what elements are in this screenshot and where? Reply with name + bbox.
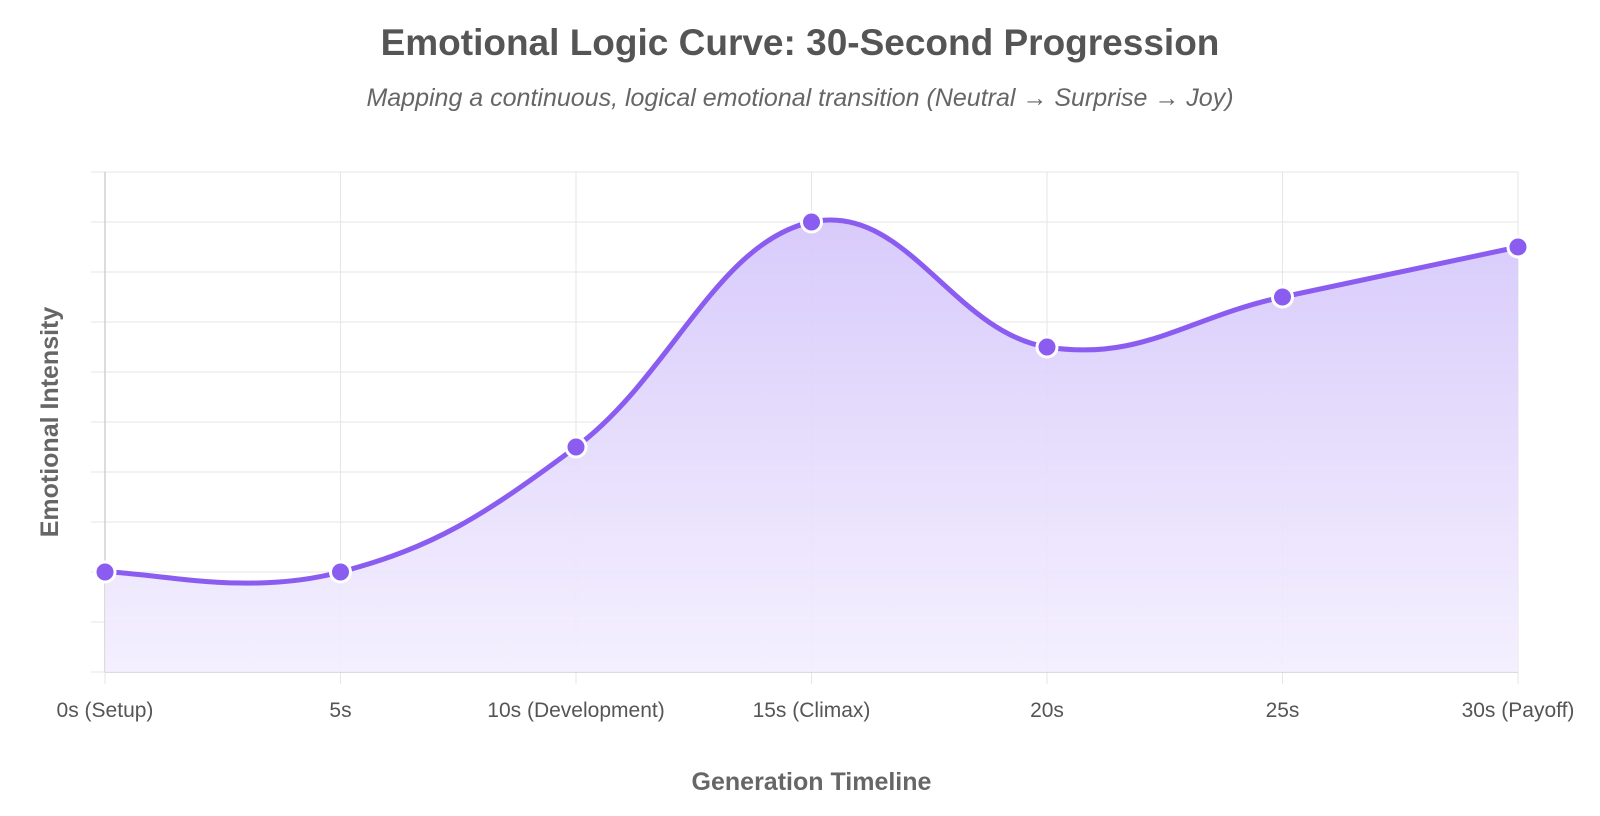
- data-point[interactable]: [564, 435, 588, 459]
- x-tick-label: 5s: [329, 699, 351, 722]
- x-tick-label: 0s (Setup): [57, 699, 154, 722]
- x-tick-labels: 0s (Setup) 5s 10s (Development) 15s (Climax…: [57, 699, 1575, 722]
- x-tick-label: 10s (Development): [487, 699, 664, 722]
- data-point[interactable]: [800, 210, 823, 234]
- data-point[interactable]: [329, 560, 352, 584]
- data-point[interactable]: [1271, 285, 1294, 309]
- data-point[interactable]: [1035, 335, 1059, 359]
- data-point[interactable]: [1506, 235, 1530, 259]
- x-axis-title: Generation Timeline: [692, 768, 932, 796]
- area-fill: [105, 219, 1518, 673]
- data-point[interactable]: [93, 560, 117, 584]
- x-tick-label: 15s (Climax): [753, 699, 871, 722]
- x-tick-label: 25s: [1266, 699, 1300, 722]
- x-tick-label: 30s (Payoff): [1462, 699, 1575, 722]
- chart-subtitle: Mapping a continuous, logical emotional …: [366, 84, 1234, 112]
- points-layer: [93, 210, 1530, 584]
- x-tick-label: 20s: [1030, 699, 1064, 722]
- y-axis-title: Emotional Intensity: [36, 307, 64, 538]
- chart-title: Emotional Logic Curve: 30-Second Progres…: [380, 22, 1220, 63]
